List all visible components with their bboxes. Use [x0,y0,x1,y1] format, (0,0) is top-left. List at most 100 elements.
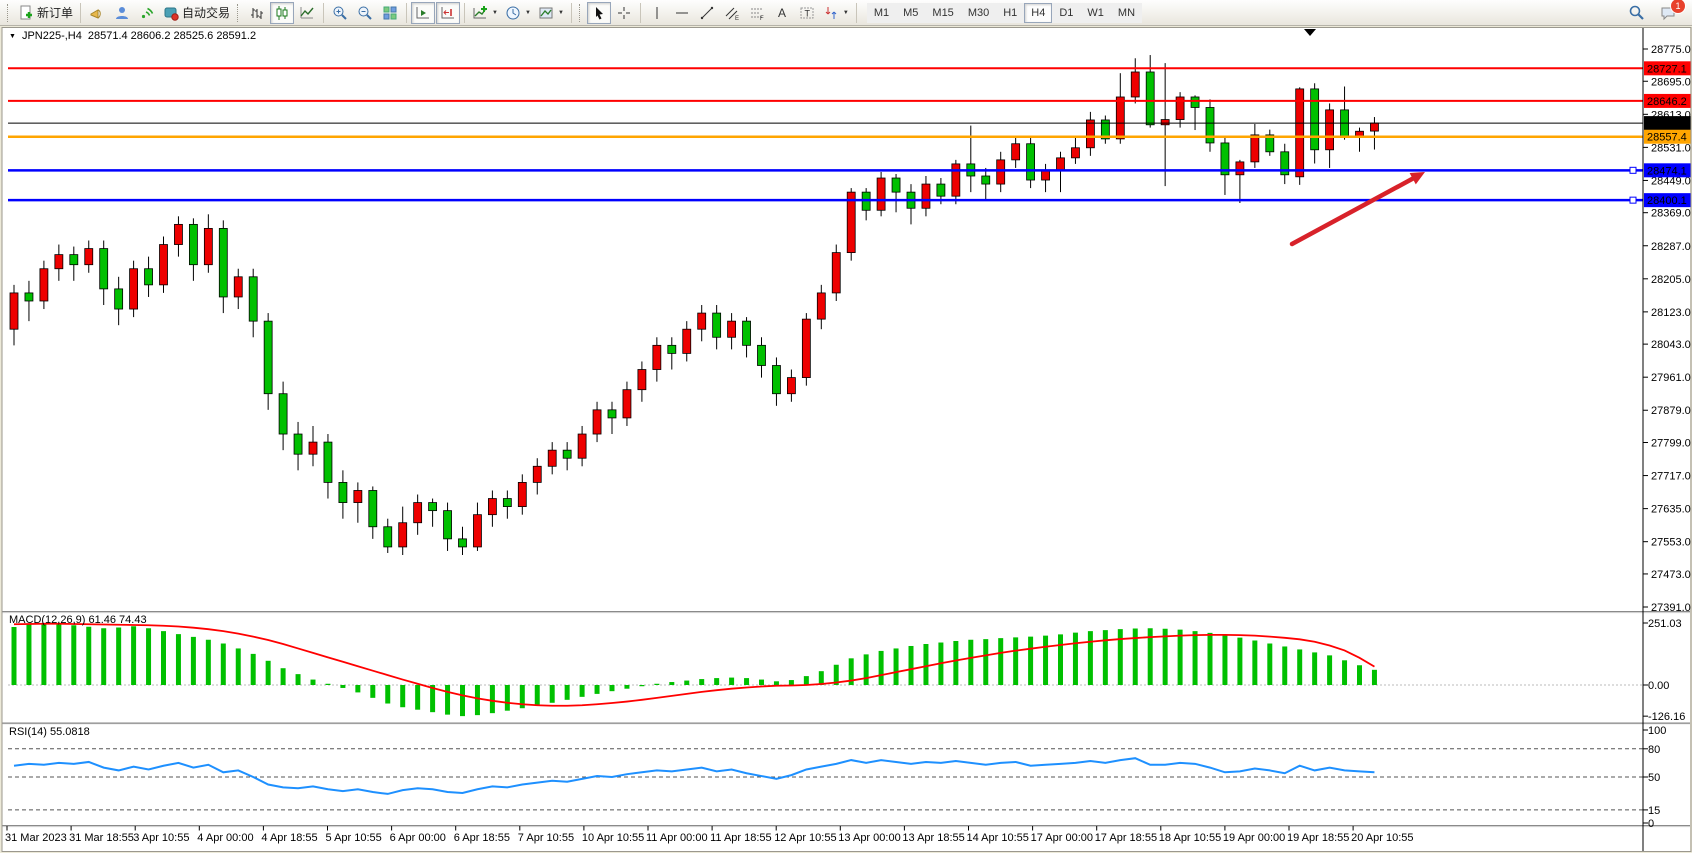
price-tick-label: 28449.0 [1651,175,1691,187]
search-button[interactable] [1624,2,1648,24]
rsi-axis-label: 50 [1648,772,1660,784]
templates-button[interactable]: ▼ [535,2,567,24]
zoom-in-button[interactable] [328,2,352,24]
price-tag-label: 28400.1 [1647,195,1687,207]
chart-symbol-period: JPN225-,H4 [21,30,82,42]
clock-icon [506,6,520,19]
bar-chart-button[interactable] [245,2,269,24]
crosshair-icon [617,6,630,19]
bear-candle [1026,143,1035,181]
cursor-icon [595,6,603,19]
arrows-tool-button[interactable]: ▼ [820,2,852,24]
periods-button[interactable]: ▼ [502,2,534,24]
fibonacci-icon: F [750,8,764,21]
toolbar-grip [237,3,241,22]
rsi-axis-label: 0 [1648,818,1654,830]
bear-candle [69,254,79,266]
text-tool-button[interactable]: A [770,2,794,24]
signals-button[interactable] [135,2,159,24]
fibonacci-tool-button[interactable]: F [745,2,769,24]
price-tag [1644,93,1691,108]
bull-candle [831,252,841,294]
svg-text:E: E [735,16,739,21]
line-handle[interactable] [1629,166,1637,174]
timeframe-d1-button[interactable]: D1 [1052,2,1081,23]
bear-candle [502,498,512,508]
time-label: 13 Apr 00:00 [838,832,900,844]
line-handle[interactable] [1629,196,1637,204]
price-tag [1644,163,1691,178]
bull-candle [577,433,587,459]
collapse-triangle-icon[interactable]: ▼ [9,32,16,40]
timeframe-h1-button[interactable]: H1 [996,2,1025,23]
line-chart-button[interactable] [295,2,319,24]
trendline-tool-button[interactable] [695,2,719,24]
bear-candle [218,228,228,298]
bear-candle [667,344,677,354]
cursor-button[interactable] [586,1,611,24]
bear-candle [1310,88,1320,151]
price-tick-label: 27473.0 [1651,569,1691,581]
time-label: 31 Mar 18:55 [69,832,134,844]
chart-shift-marker[interactable] [1304,29,1316,36]
svg-text:F: F [760,16,764,21]
new-order-button[interactable]: 新订单 [15,2,76,24]
zoom-out-button[interactable] [353,2,377,24]
time-label: 17 Apr 18:55 [1095,832,1157,844]
vertical-line-icon [656,6,658,19]
price-tick-label: 27635.0 [1651,504,1691,516]
community-button[interactable] [110,2,134,24]
bull-candle [129,268,139,310]
time-label: 19 Apr 18:55 [1287,832,1349,844]
chart-shift-button[interactable] [436,1,461,24]
bear-candle [981,175,991,185]
vertical-line-tool-button[interactable] [645,2,669,24]
trend-arrow[interactable] [1289,176,1415,247]
timeframe-m1-button[interactable]: M1 [866,2,897,23]
horizontal-line-tool-button[interactable] [670,2,694,24]
macd-axis-label: 251.03 [1648,618,1682,630]
price-tick-label: 27717.0 [1651,471,1691,483]
time-label: 6 Apr 00:00 [390,832,446,844]
autotrade-button[interactable]: 自动交易 [160,2,233,24]
chart-ohlc-values: 28571.4 28606.2 28525.6 28591.2 [87,30,257,42]
bear-candle [114,288,124,310]
timeframe-m30-button[interactable]: M30 [960,2,997,23]
price-tag-label: 28591.2 [1647,118,1687,130]
time-label: 10 Apr 10:55 [582,832,644,844]
timeframe-h4-button[interactable]: H4 [1024,2,1053,23]
indicators-button[interactable]: ▼ [469,2,501,24]
candlestick-chart-button[interactable] [270,1,295,24]
timeframe-m15-button[interactable]: M15 [925,2,961,23]
bear-candle [936,183,946,197]
text-label-tool-button[interactable]: T [795,2,819,24]
timeframe-w1-button[interactable]: W1 [1080,2,1111,23]
macd-axis-label: 0.00 [1648,680,1669,692]
search-icon [1629,5,1644,20]
price-tag-label: 28557.4 [1647,132,1687,144]
equidistant-channel-tool-button[interactable]: E [720,2,744,24]
bull-candle [1115,96,1125,140]
notifications-button[interactable]: 1 [1656,0,1686,24]
crosshair-button[interactable] [612,2,636,24]
auto-scroll-button[interactable] [411,1,436,24]
tile-windows-button[interactable] [378,2,402,24]
trend-arrow-head[interactable] [1409,172,1425,185]
bull-candle [1235,161,1245,176]
notification-badge: 1 [1670,0,1686,14]
tile-windows-icon [383,6,397,19]
toolbar-grip [578,3,583,22]
price-tick-label: 28043.0 [1651,339,1691,351]
time-label: 19 Apr 00:00 [1223,832,1285,844]
time-label: 14 Apr 10:55 [967,832,1029,844]
time-label: 3 Apr 10:55 [133,832,189,844]
bear-candle [144,268,153,286]
timeframe-m5-button[interactable]: M5 [896,2,926,23]
bear-candle [24,292,34,302]
dropdown-arrow: ▼ [524,9,531,16]
news-horn-button[interactable] [85,2,109,24]
bear-candle [1265,134,1275,153]
timeframe-mn-button[interactable]: MN [1110,2,1143,23]
bull-candle [787,377,796,395]
